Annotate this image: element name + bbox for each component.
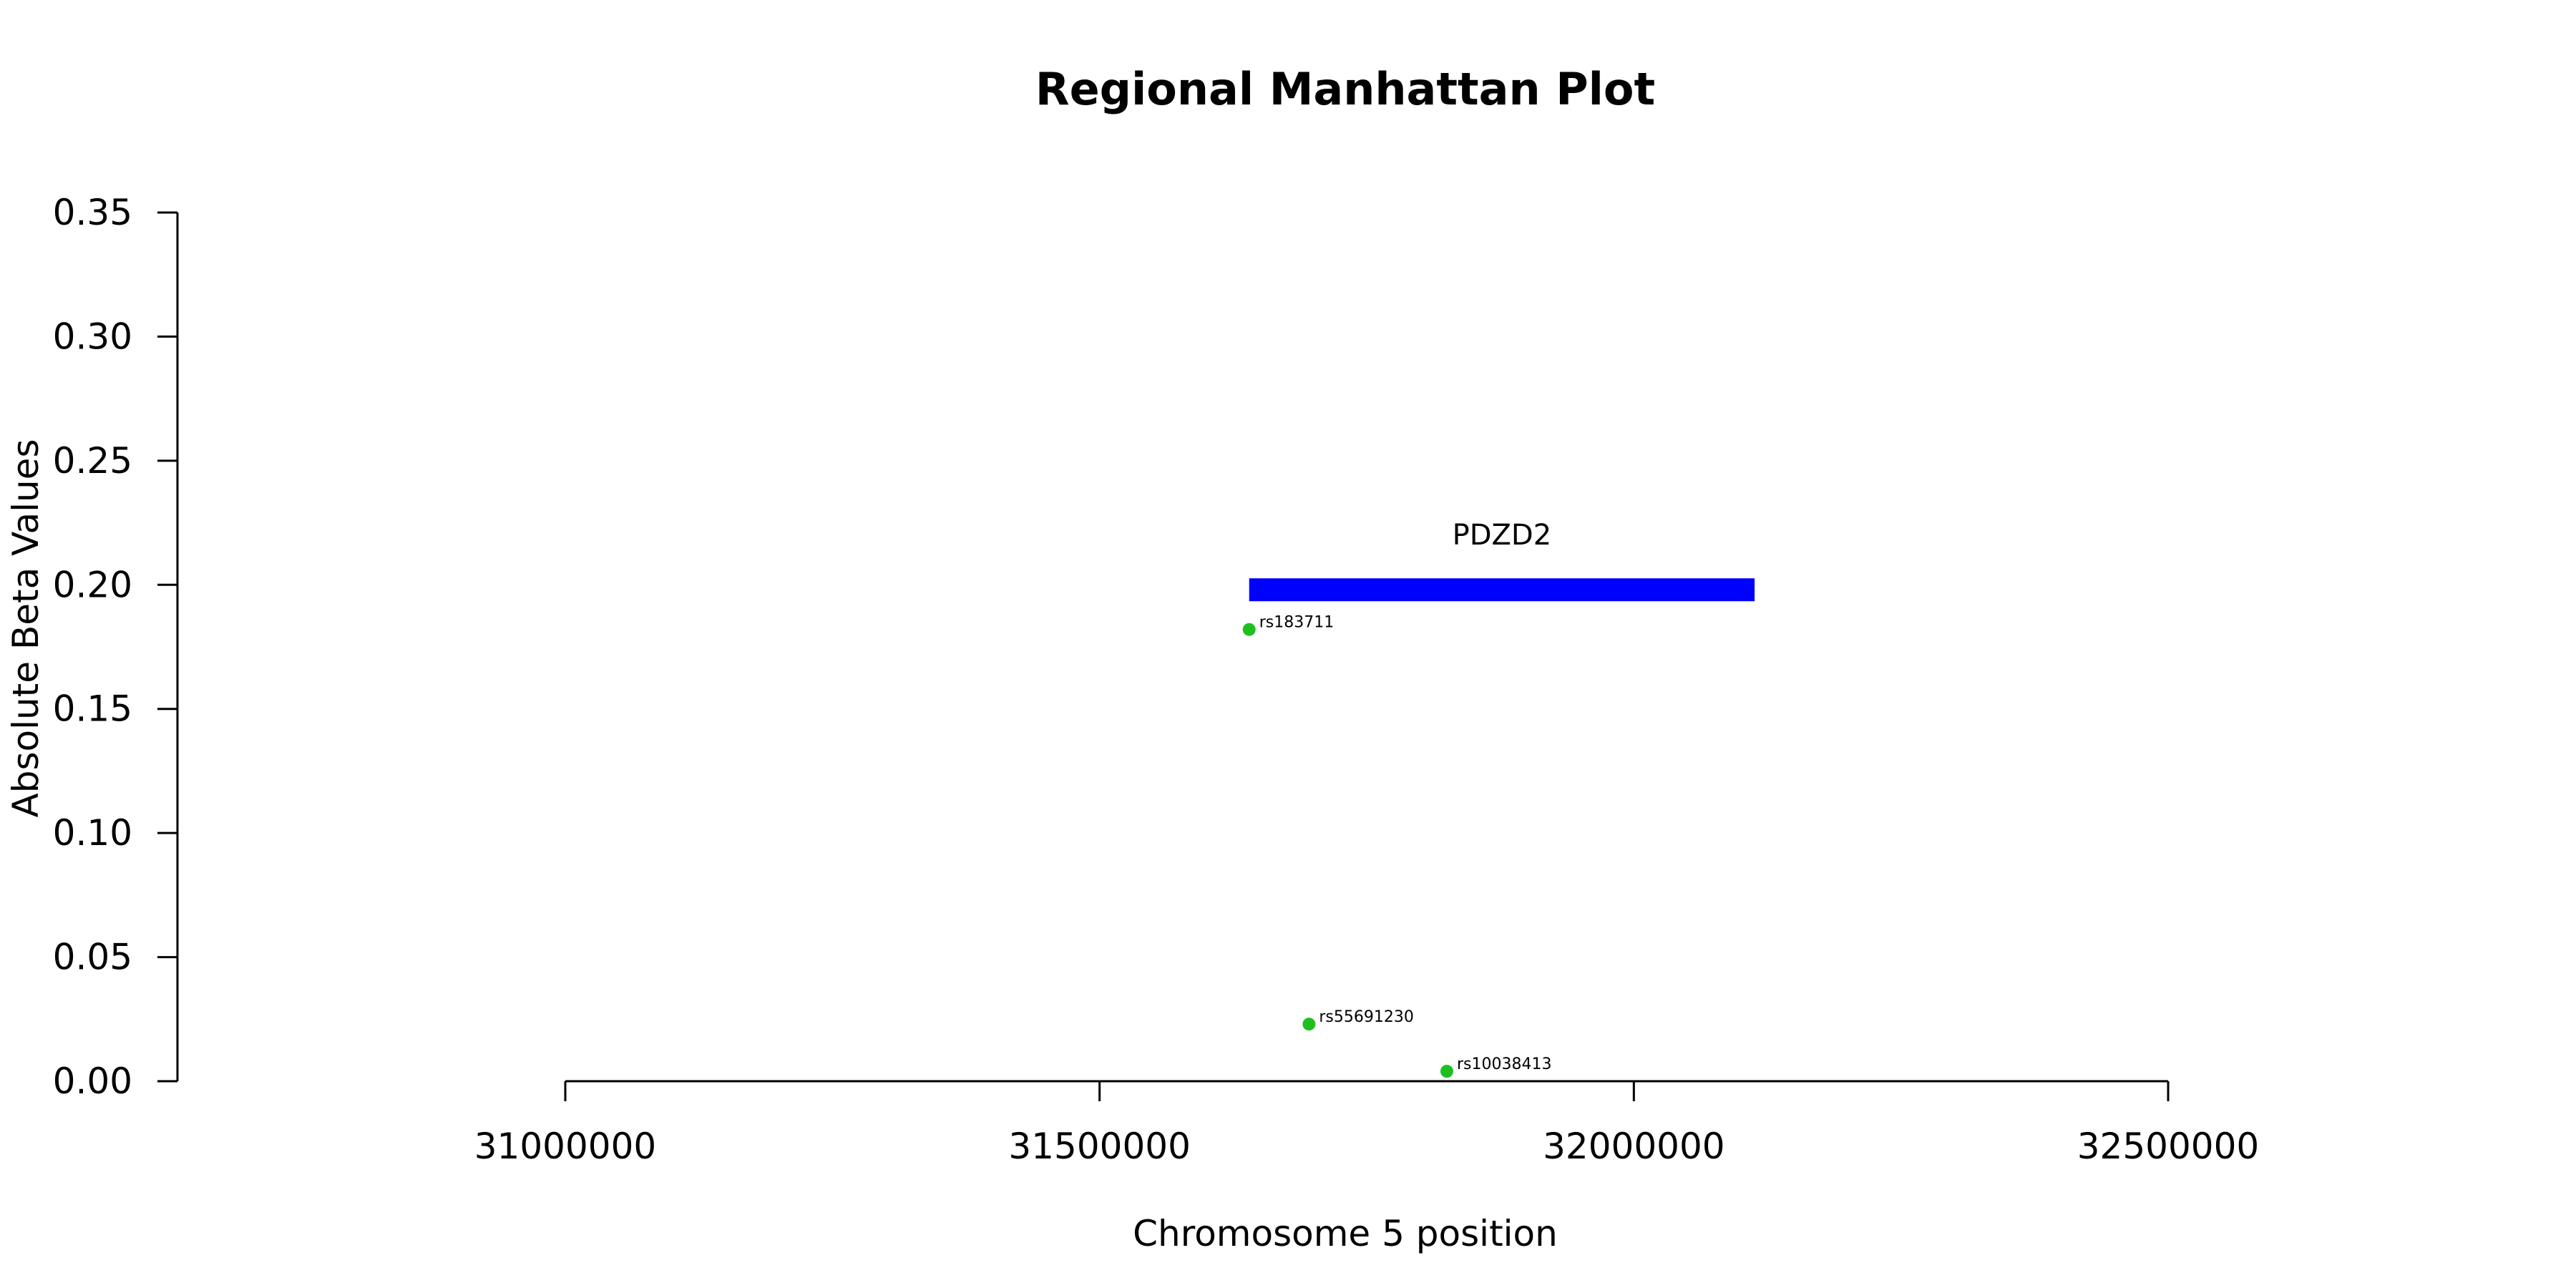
snp-point <box>1302 1018 1316 1031</box>
y-tick-label: 0.20 <box>53 564 132 605</box>
y-tick-label: 0.15 <box>53 688 132 730</box>
x-tick-label: 32500000 <box>2077 1126 2260 1167</box>
x-tick-label: 31000000 <box>474 1126 657 1167</box>
x-tick-label: 31500000 <box>1008 1126 1191 1167</box>
y-tick-label: 0.30 <box>53 316 132 357</box>
x-axis-title: Chromosome 5 position <box>1133 1213 1558 1254</box>
snp-points: rs183711 rs55691230 rs10038413 <box>1242 614 1551 1078</box>
gene-bar-pdzd2 <box>1249 578 1755 602</box>
gene-track: PDZD2 <box>1249 519 1755 602</box>
snp-label: rs55691230 <box>1319 1008 1413 1026</box>
x-tick-label: 32000000 <box>1543 1126 1725 1167</box>
y-tick-label: 0.05 <box>53 937 132 978</box>
gene-label: PDZD2 <box>1453 519 1552 552</box>
snp-label: rs183711 <box>1259 614 1335 632</box>
chart-title: Regional Manhattan Plot <box>1035 63 1655 115</box>
x-axis: 31000000 31500000 32000000 32500000 <box>474 1080 2260 1167</box>
y-tick-label: 0.10 <box>53 812 132 854</box>
snp-label: rs10038413 <box>1457 1055 1551 1073</box>
y-axis-title: Absolute Beta Values <box>5 439 47 818</box>
snp-point <box>1440 1065 1453 1078</box>
y-axis: 0.00 0.05 0.10 0.15 0.20 0.25 0.30 0.35 <box>53 192 179 1102</box>
y-tick-label: 0.00 <box>53 1060 132 1102</box>
y-tick-label: 0.35 <box>53 192 132 233</box>
snp-point <box>1242 623 1256 636</box>
y-tick-label: 0.25 <box>53 440 132 482</box>
